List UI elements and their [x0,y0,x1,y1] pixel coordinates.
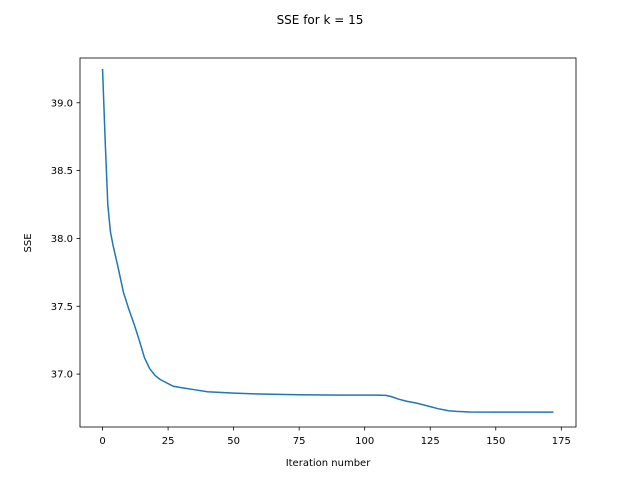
x-tick-label-25: 25 [162,436,175,447]
x-tick-label-0: 0 [99,436,105,447]
x-tick-label-175: 175 [552,436,571,447]
y-tick-label-2: 38.0 [51,234,73,245]
x-tick-label-150: 150 [486,436,505,447]
y-tick-label-0: 37.0 [51,370,73,381]
x-tick-label-50: 50 [227,436,240,447]
x-tick-label-125: 125 [421,436,440,447]
x-axis-label: Iteration number [286,458,372,469]
series-line-0 [101,68,554,413]
y-tick-label-1: 37.5 [51,302,73,313]
x-tick-label-100: 100 [355,436,374,447]
chart-title: SSE for k = 15 [277,13,364,27]
y-tick-label-3: 38.5 [51,166,73,177]
axes-frame [79,57,577,428]
y-axis-label: SSE [23,233,34,252]
x-tick-label-75: 75 [293,436,306,447]
y-tick-label-4: 39.0 [51,98,73,109]
plot-area: 0 25 50 75 100 125 150 175 37.0 37.5 38.0 38.5 39.0 [51,57,577,447]
